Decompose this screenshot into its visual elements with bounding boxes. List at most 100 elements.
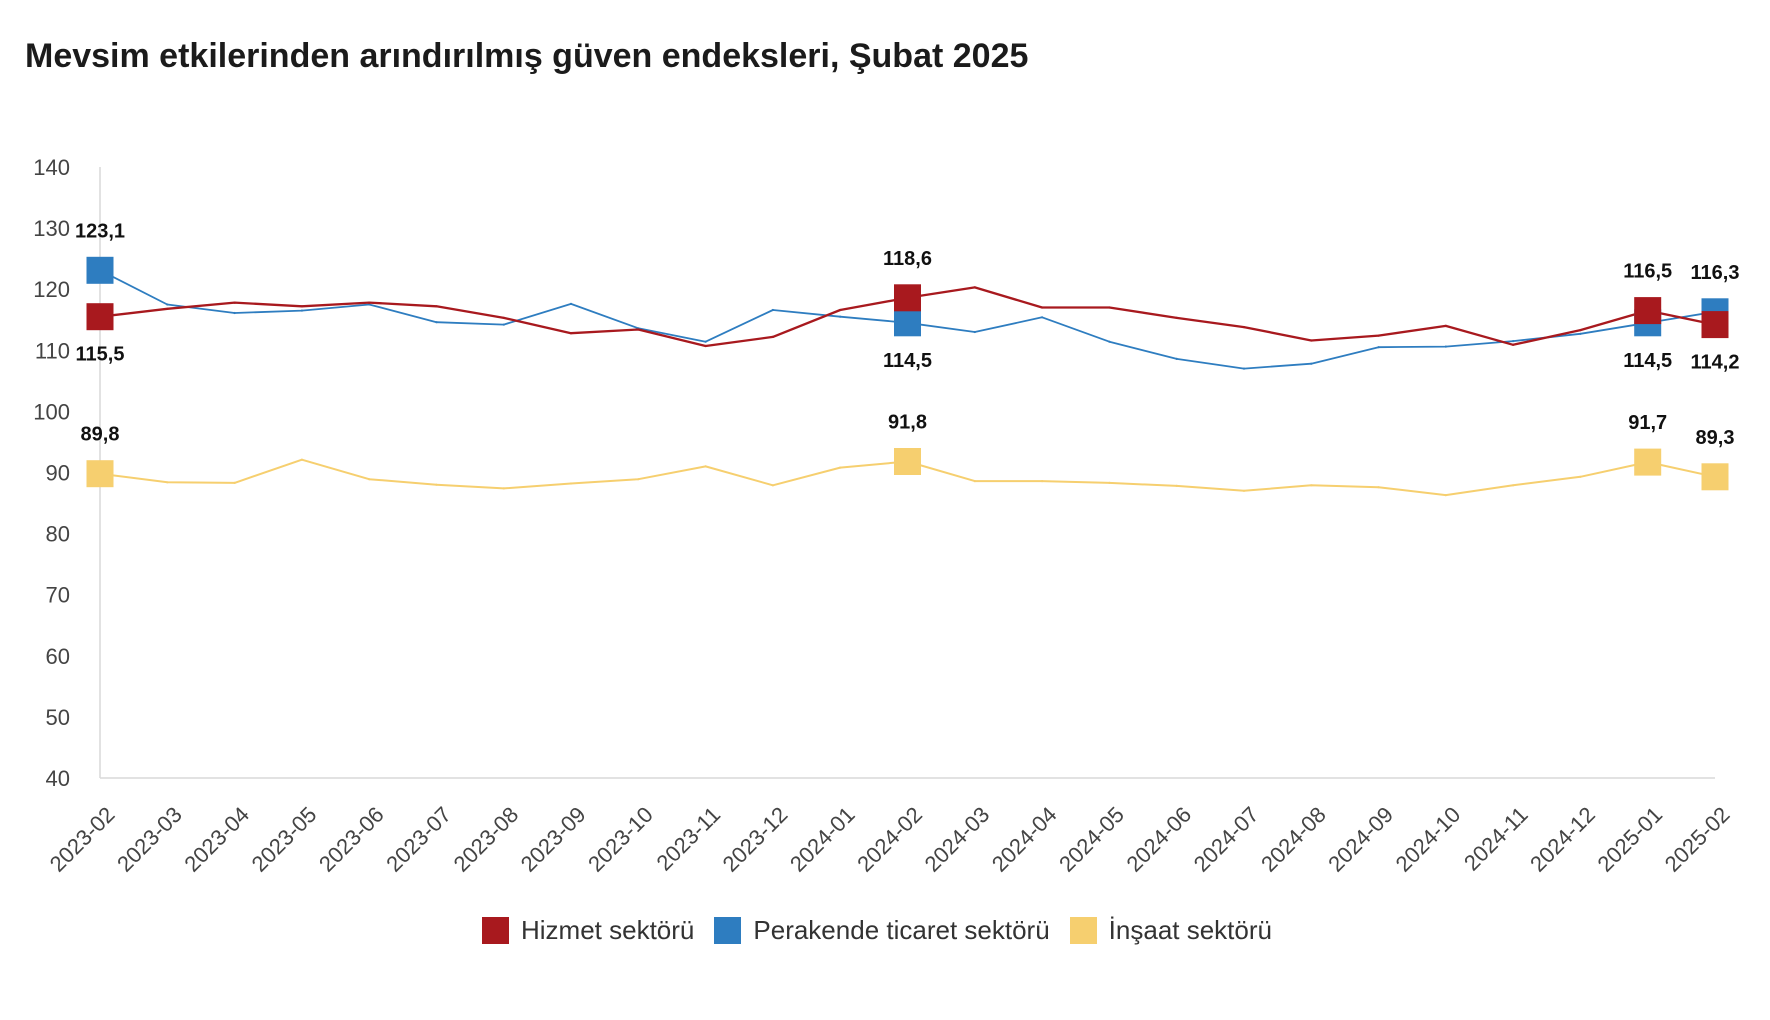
x-tick-label: 2023-10 [583, 802, 658, 877]
legend-label-retail: Perakende ticaret sektörü [753, 915, 1050, 945]
data-point-construction [1512, 484, 1515, 487]
legend-swatch-retail [714, 916, 742, 944]
data-point-construction [973, 480, 976, 483]
legend-item-construction: İnşaat sektörü [1069, 915, 1272, 945]
chart-legend: Hizmet sektörü Perakende ticaret sektörü… [482, 915, 1272, 945]
legend-label-construction: İnşaat sektörü [1108, 915, 1272, 945]
data-point-construction [435, 483, 438, 486]
data-point-construction [368, 478, 371, 481]
data-point-retail [1377, 346, 1380, 349]
data-point-services [1041, 306, 1044, 309]
legend-item-services: Hizmet sektörü [482, 915, 694, 945]
data-point-construction [166, 481, 169, 484]
data-point-retail [569, 302, 573, 305]
y-tick-label: 70 [46, 583, 70, 608]
data-point-construction [1041, 480, 1044, 483]
x-tick-label: 2025-01 [1592, 802, 1667, 877]
data-point-services [368, 301, 371, 304]
data-point-retail [1108, 340, 1111, 343]
legend-swatch-services [482, 916, 509, 944]
marker-services [1634, 297, 1662, 325]
data-label-construction: 91,8 [888, 412, 927, 434]
data-point-services [1310, 339, 1313, 342]
x-tick-label: 2024-10 [1391, 802, 1466, 877]
data-point-retail [233, 311, 236, 315]
legend-item-retail: Perakende ticaret sektörü [714, 915, 1050, 945]
y-tick-label: 80 [46, 522, 70, 547]
x-tick-label: 2023-12 [718, 802, 793, 877]
marker-services [86, 303, 114, 331]
x-tick-label: 2024-08 [1256, 802, 1331, 877]
x-tick-label: 2024-12 [1525, 802, 1600, 877]
data-label-services: 114,2 [1691, 352, 1740, 374]
x-tick-label: 2024-03 [920, 802, 995, 877]
data-point-services [1108, 306, 1111, 309]
x-tick-label: 2024-07 [1189, 802, 1264, 877]
data-point-retail [1041, 316, 1044, 319]
x-tick-label: 2024-05 [1054, 802, 1129, 877]
chart-title: Mevsim etkilerinden arındırılmış güven e… [25, 37, 1029, 75]
data-point-construction [300, 458, 303, 461]
data-point-services [839, 308, 842, 312]
y-tick-label: 50 [46, 705, 70, 730]
x-tick-label: 2023-02 [45, 802, 120, 877]
data-label-services: 116,5 [1623, 261, 1672, 283]
data-point-construction [1175, 484, 1178, 487]
data-point-services [771, 335, 775, 338]
x-tick-label: 2023-05 [247, 802, 322, 877]
marker-construction [86, 460, 114, 488]
data-point-retail [1242, 367, 1246, 370]
data-point-services [300, 305, 303, 308]
x-tick-label: 2023-06 [314, 802, 389, 877]
data-point-services [1579, 329, 1582, 332]
data-point-services [233, 301, 236, 304]
data-point-services [502, 316, 505, 319]
data-point-construction [704, 465, 707, 468]
x-tick-label: 2024-06 [1121, 802, 1196, 877]
data-point-services [1512, 343, 1515, 346]
data-label-retail: 114,5 [883, 350, 932, 372]
data-label-services: 115,5 [76, 344, 125, 366]
data-label-retail: 123,1 [75, 220, 125, 242]
data-label-construction: 89,8 [81, 424, 120, 446]
data-point-retail [300, 309, 303, 312]
data-point-construction [1108, 481, 1111, 484]
data-point-retail [704, 340, 707, 343]
data-label-construction: 91,7 [1628, 412, 1667, 434]
x-tick-label: 2023-09 [516, 802, 591, 877]
data-point-services [1377, 334, 1380, 337]
marker-construction [1634, 448, 1662, 476]
data-point-retail [771, 308, 775, 312]
data-point-construction [569, 482, 573, 485]
data-point-construction [1242, 489, 1246, 492]
x-tick-label: 2024-04 [987, 802, 1062, 877]
data-point-services [973, 286, 976, 289]
marker-retail [894, 309, 921, 337]
marker-construction [1701, 463, 1729, 491]
x-tick-label: 2024-01 [785, 802, 860, 877]
data-point-construction [233, 481, 236, 484]
data-point-construction [1310, 484, 1313, 487]
marker-construction [894, 448, 921, 475]
legend-swatch-construction [1069, 916, 1097, 944]
y-tick-label: 40 [46, 766, 70, 791]
data-point-retail [1310, 362, 1313, 365]
x-tick-label: 2024-02 [852, 802, 927, 877]
y-tick-label: 110 [35, 338, 70, 363]
data-point-services [1175, 316, 1178, 319]
x-tick-label: 2023-03 [112, 802, 187, 877]
data-point-retail [1444, 345, 1447, 348]
y-tick-label: 90 [46, 461, 70, 486]
data-point-retail [435, 321, 438, 324]
data-point-services [1444, 324, 1447, 327]
data-label-retail: 114,5 [1623, 350, 1672, 372]
x-tick-label: 2025-02 [1660, 802, 1735, 877]
data-point-services [435, 305, 438, 308]
x-tick-label: 2023-08 [449, 802, 524, 877]
data-point-services [704, 344, 707, 348]
data-point-services [637, 328, 640, 331]
x-tick-label: 2024-11 [1459, 802, 1533, 876]
data-point-construction [502, 487, 505, 490]
data-point-retail [973, 330, 976, 334]
data-point-retail [166, 303, 169, 306]
